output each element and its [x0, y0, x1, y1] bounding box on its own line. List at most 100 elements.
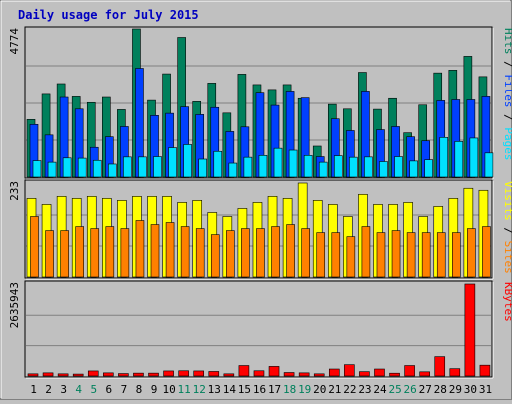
legend-files: Files [502, 74, 512, 107]
sites-bar-day-7 [120, 228, 130, 278]
sites-bar-day-10 [165, 222, 175, 278]
pages-bar-day-18 [288, 149, 298, 178]
hits-ymax-label: 4774 [8, 28, 21, 55]
legend-hits: Hits [502, 28, 512, 55]
kbytes-bar-day-21 [328, 368, 340, 377]
pages-bar-day-29 [454, 141, 464, 178]
x-label-day-19: 19 [298, 383, 311, 396]
sites-bar-day-16 [256, 228, 265, 278]
kbytes-bar-day-3 [57, 373, 69, 377]
x-axis-day-labels: 1 2 3 4 5 6 7 8 9 10 11 12 13 14 15 16 17 18 19 20 21 22 23 24 2… [30, 383, 492, 396]
sites-bar-day-4 [75, 226, 84, 278]
sites-bar-day-3 [60, 230, 69, 278]
pages-bar-day-30 [469, 137, 479, 178]
x-label-day-24: 24 [373, 383, 387, 396]
hits-files-pages-panel [24, 26, 494, 180]
pages-bar-day-4 [77, 157, 87, 178]
sites-bar-day-23 [361, 226, 371, 278]
x-label-day-2: 2 [45, 383, 52, 396]
kbytes-bar-day-5 [87, 370, 99, 377]
x-label-day-13: 13 [208, 383, 221, 396]
hits-legend: Hits / Files / Pages [502, 28, 512, 161]
pages-bar-day-16 [258, 154, 268, 178]
kbytes-bar-day-28 [434, 356, 446, 377]
kbytes-bar-day-17 [268, 366, 280, 377]
legend-sites: Sites [502, 241, 512, 274]
x-label-day-16: 16 [253, 383, 266, 396]
pages-bar-day-15 [243, 156, 253, 178]
x-label-day-26: 26 [404, 383, 417, 396]
visits-sites-panel [24, 179, 494, 280]
x-label-day-8: 8 [136, 383, 143, 396]
pages-bar-day-11 [183, 144, 192, 178]
kbytes-bar-day-22 [344, 364, 355, 377]
pages-bar-day-12 [198, 158, 208, 178]
sites-bar-day-11 [180, 226, 190, 278]
pages-bar-day-22 [349, 156, 358, 178]
x-label-day-3: 3 [60, 383, 67, 396]
x-label-day-20: 20 [313, 383, 326, 396]
kbytes-bar-day-26 [404, 365, 415, 377]
x-label-day-21: 21 [328, 383, 341, 396]
x-label-day-12: 12 [193, 383, 206, 396]
sites-bar-day-13 [210, 234, 220, 278]
pages-bar-day-14 [228, 162, 238, 178]
kbytes-bar-day-29 [449, 368, 461, 377]
kbytes-bar-day-25 [389, 372, 400, 377]
kbytes-bar-day-2 [42, 372, 54, 377]
sites-bar-day-12 [195, 228, 205, 278]
sites-bar-day-30 [467, 228, 476, 278]
pages-bar-day-19 [303, 154, 313, 178]
pages-bar-day-5 [92, 159, 102, 178]
sites-bar-day-6 [105, 226, 115, 278]
x-label-day-11: 11 [178, 383, 191, 396]
legend-kbytes: KBytes [502, 282, 512, 322]
kbytes-bar-day-15 [238, 365, 250, 377]
visits-legend: Visits / Sites [502, 181, 512, 274]
sites-bar-day-2 [45, 230, 54, 278]
sites-bar-day-20 [316, 232, 326, 278]
sites-bar-day-24 [376, 232, 386, 278]
sites-bar-day-27 [421, 232, 431, 278]
sites-bar-day-31 [482, 226, 491, 278]
pages-bar-day-23 [364, 156, 373, 178]
pages-bar-day-24 [379, 161, 388, 178]
pages-bar-day-20 [318, 161, 328, 178]
pages-bar-day-2 [47, 161, 57, 178]
x-label-day-10: 10 [162, 383, 175, 396]
x-label-day-31: 31 [479, 383, 492, 396]
x-label-day-28: 28 [434, 383, 447, 396]
sites-bar-day-22 [346, 236, 356, 278]
sites-bar-day-15 [241, 228, 250, 278]
kbytes-panel [24, 280, 494, 379]
kbytes-bar-day-11 [178, 370, 189, 377]
visits-ymax-label: 233 [8, 181, 21, 201]
x-label-day-25: 25 [388, 383, 401, 396]
kbytes-bar-day-19 [298, 372, 310, 377]
x-label-day-6: 6 [106, 383, 113, 396]
kbytes-bar-day-13 [208, 371, 220, 377]
legend-sep-1: / [502, 55, 512, 75]
kbytes-bar-day-10 [163, 370, 174, 377]
pages-bar-day-1 [32, 160, 42, 178]
x-label-day-5: 5 [90, 383, 97, 396]
kbytes-panel-plot-area [24, 280, 493, 378]
legend-pages: Pages [502, 127, 512, 160]
sites-bar-day-28 [436, 232, 446, 278]
kbytes-bar-day-14 [223, 373, 235, 377]
kbytes-bar-day-16 [253, 370, 265, 377]
x-label-day-1: 1 [30, 383, 37, 396]
x-label-day-18: 18 [283, 383, 296, 396]
sites-bar-day-14 [226, 230, 235, 278]
sites-bar-day-29 [452, 232, 461, 278]
sites-bar-day-21 [331, 232, 341, 278]
sites-bar-day-17 [271, 226, 280, 278]
x-label-day-14: 14 [223, 383, 237, 396]
x-label-day-15: 15 [238, 383, 251, 396]
kbytes-bar-day-9 [148, 372, 159, 377]
kbytes-bar-day-18 [283, 372, 295, 377]
pages-bar-day-7 [123, 156, 132, 178]
x-label-day-7: 7 [121, 383, 128, 396]
pages-bar-day-21 [333, 155, 343, 178]
